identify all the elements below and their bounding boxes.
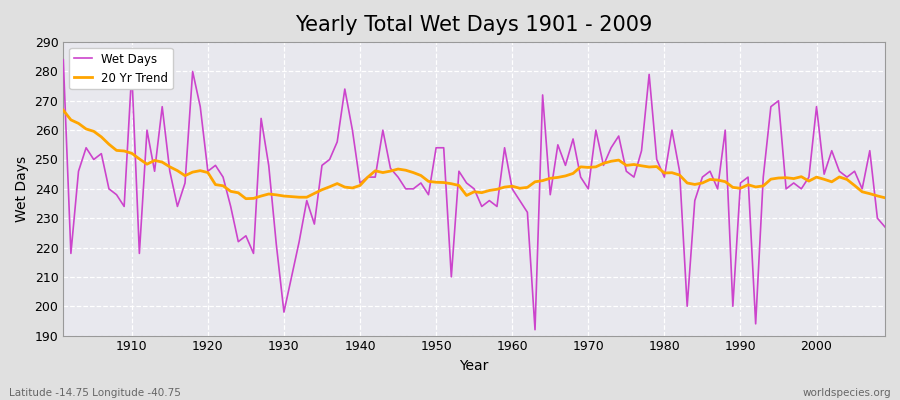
Wet Days <box>529 327 540 332</box>
Text: worldspecies.org: worldspecies.org <box>803 388 891 398</box>
Legend: Wet Days, 20 Yr Trend: Wet Days, 20 Yr Trend <box>69 48 173 89</box>
20 Yr Trend <box>339 185 350 190</box>
Y-axis label: Wet Days: Wet Days <box>15 156 29 222</box>
Wet Days <box>286 274 297 279</box>
20 Yr Trend <box>293 195 304 200</box>
Line: Wet Days: Wet Days <box>63 60 885 330</box>
20 Yr Trend <box>119 148 130 153</box>
Wet Days <box>507 186 517 191</box>
Line: 20 Yr Trend: 20 Yr Trend <box>63 110 885 199</box>
Wet Days <box>879 224 890 229</box>
20 Yr Trend <box>507 184 517 189</box>
Wet Days <box>58 57 68 62</box>
20 Yr Trend <box>879 195 890 200</box>
20 Yr Trend <box>58 108 68 112</box>
Wet Days <box>606 145 616 150</box>
Wet Days <box>332 140 343 144</box>
Wet Days <box>119 204 130 209</box>
Title: Yearly Total Wet Days 1901 - 2009: Yearly Total Wet Days 1901 - 2009 <box>295 15 652 35</box>
Wet Days <box>500 145 510 150</box>
Text: Latitude -14.75 Longitude -40.75: Latitude -14.75 Longitude -40.75 <box>9 388 181 398</box>
X-axis label: Year: Year <box>460 359 489 373</box>
20 Yr Trend <box>606 159 616 164</box>
20 Yr Trend <box>515 186 526 191</box>
20 Yr Trend <box>240 196 251 201</box>
